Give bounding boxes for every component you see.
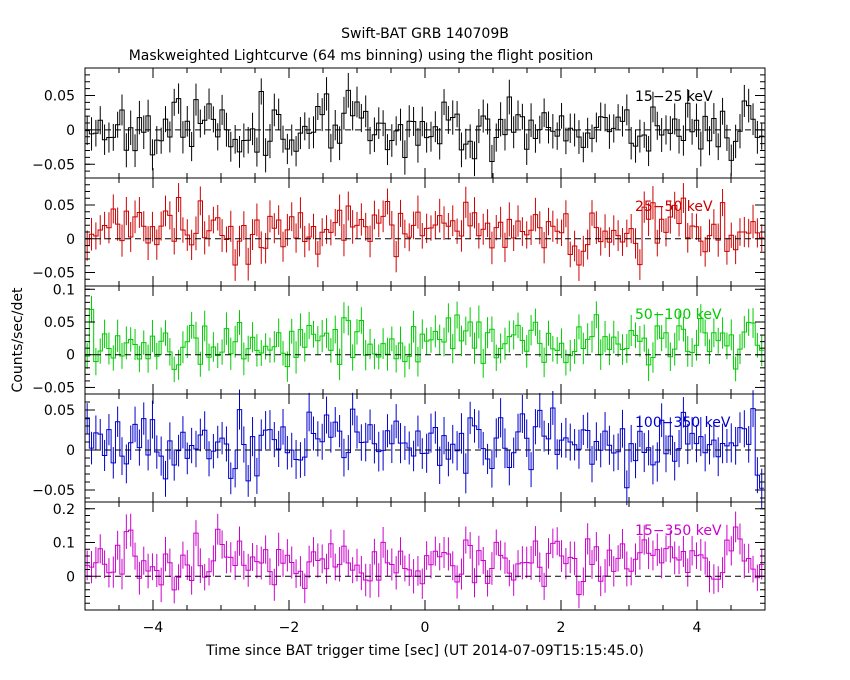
series-line-1 — [85, 197, 764, 266]
x-tick-label: 4 — [693, 620, 702, 636]
band-label-4: 15−350 keV — [635, 523, 722, 539]
band-label-2: 50−100 keV — [635, 307, 722, 323]
x-tick-label: −2 — [279, 620, 300, 636]
y-tick-label: 0.05 — [44, 198, 75, 214]
y-tick-label: 0 — [66, 348, 75, 364]
x-tick-label: 2 — [557, 620, 566, 636]
series-line-3 — [85, 407, 764, 489]
panel-0: −0.05 0 0.05 15−25 keV — [32, 67, 766, 179]
chart-subtitle: Maskweighted Lightcurve (64 ms binning) … — [129, 48, 594, 64]
panel-3: −0.05 0 0.05 100−350 keV — [32, 389, 766, 508]
y-axis-label: Counts/sec/det — [10, 287, 26, 392]
y-tick-label: 0.05 — [44, 403, 75, 419]
chart-title: Swift-BAT GRB 140709B — [341, 26, 509, 42]
y-tick-label: 0.2 — [53, 502, 75, 518]
series-line-4 — [85, 526, 764, 596]
y-tick-label: −0.05 — [32, 380, 75, 396]
y-tick-label: 0 — [66, 232, 75, 248]
series-line-2 — [85, 308, 764, 370]
y-tick-label: 0.05 — [44, 89, 75, 105]
band-label-3: 100−350 keV — [635, 415, 731, 431]
x-axis-label: Time since BAT trigger time [sec] (UT 20… — [205, 643, 644, 659]
panel-1: −0.05 0 0.05 25−50 keV — [32, 177, 766, 287]
y-tick-label: 0 — [66, 569, 75, 585]
y-tick-label: −0.05 — [32, 483, 75, 499]
y-tick-label: 0 — [66, 443, 75, 459]
y-tick-label: −0.05 — [32, 157, 75, 173]
y-tick-label: 0.1 — [53, 536, 75, 552]
y-tick-label: −0.05 — [32, 266, 75, 282]
band-label-0: 15−25 keV — [635, 89, 713, 105]
x-tick-label: 0 — [421, 620, 430, 636]
x-tick-label: −4 — [143, 620, 164, 636]
panel-4: 0 0.1 0.2 15−350 keV — [53, 501, 766, 611]
y-tick-label: 0.05 — [44, 315, 75, 331]
y-tick-label: 0 — [66, 123, 75, 139]
y-tick-label: 0.1 — [53, 282, 75, 298]
error-bars-3 — [86, 389, 763, 508]
series-line-0 — [85, 89, 764, 163]
band-label-1: 25−50 keV — [635, 199, 713, 215]
panel-2: −0.05 0 0.05 0.1 50−100 keV — [32, 282, 766, 396]
